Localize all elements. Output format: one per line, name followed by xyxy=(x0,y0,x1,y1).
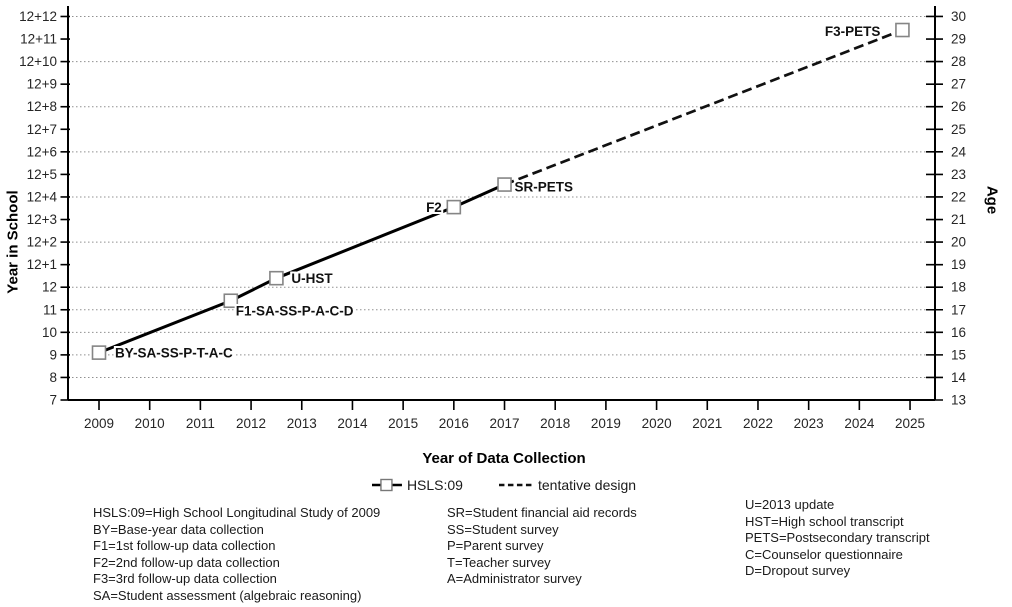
data-point-label: SR-PETS xyxy=(515,180,574,195)
y-left-tick-label: 12+10 xyxy=(19,54,57,69)
y-left-tick-label: 12+1 xyxy=(27,257,57,272)
y-left-tick-label: 12+8 xyxy=(27,99,57,114)
footnote-line: SR=Student financial aid records xyxy=(447,505,637,520)
y-left-tick-label: 10 xyxy=(42,325,57,340)
y-right-tick-label: 16 xyxy=(951,325,966,340)
legend-label-hsls09: HSLS:09 xyxy=(406,477,463,493)
y-right-tick-label: 23 xyxy=(951,167,966,182)
y-left-tick-label: 12+2 xyxy=(27,235,57,250)
y-right-tick-label: 25 xyxy=(951,122,966,137)
tentative-design-line xyxy=(504,28,903,186)
x-tick-label: 2016 xyxy=(439,416,469,431)
x-tick-label: 2018 xyxy=(540,416,570,431)
y-left-tick-label: 12+5 xyxy=(27,167,57,182)
footnote-column-2: SR=Student financial aid records SS=Stud… xyxy=(447,505,637,588)
footnote-column-1: HSLS:09=High School Longitudinal Study o… xyxy=(93,505,380,605)
footnote-line: C=Counselor questionnaire xyxy=(745,546,903,562)
footnote-line: PETS=Postsecondary transcript xyxy=(745,530,930,546)
data-point-marker xyxy=(223,293,239,309)
y-left-tick-label: 12+7 xyxy=(27,122,57,137)
x-tick-label: 2025 xyxy=(895,416,925,431)
footnote-line: F2=2nd follow-up data collection xyxy=(93,554,280,570)
footnote-line: SS=Student survey xyxy=(447,521,559,537)
y-left-tick-label: 8 xyxy=(49,370,57,385)
y-left-tick-label: 9 xyxy=(49,347,57,362)
x-tick-label: 2013 xyxy=(287,416,317,431)
data-point-label: BY-SA-SS-P-T-A-C xyxy=(115,346,233,361)
footnote-line: T=Teacher survey xyxy=(447,554,551,570)
legend-item-tentative-design: tentative design xyxy=(498,477,637,493)
y-right-tick-label: 18 xyxy=(951,280,966,295)
footnote-line: F3=3rd follow-up data collection xyxy=(93,571,277,587)
y-left-tick-label: 12+11 xyxy=(20,32,57,47)
footnote-line: BY=Base-year data collection xyxy=(93,521,264,537)
data-point-marker xyxy=(497,177,512,192)
footnote-line: F1=1st follow-up data collection xyxy=(93,538,276,554)
data-point-marker xyxy=(446,199,462,215)
y-left-tick-label: 12+12 xyxy=(19,9,57,24)
y-right-tick-label: 30 xyxy=(951,9,966,24)
x-tick-label: 2020 xyxy=(642,416,672,431)
footnote-column-3: U=2013 update HST=High school transcript… xyxy=(745,497,930,580)
x-tick-label: 2015 xyxy=(388,416,418,431)
y-left-tick-label: 11 xyxy=(43,302,57,317)
y-right-tick-label: 24 xyxy=(951,144,967,159)
y-axis-title-right: Age xyxy=(983,185,1001,215)
y-right-tick-label: 28 xyxy=(951,54,966,69)
y-right-tick-label: 29 xyxy=(951,32,966,47)
y-right-tick-label: 19 xyxy=(951,257,966,272)
x-axis-title: Year of Data Collection xyxy=(422,450,586,467)
y-right-tick-label: 21 xyxy=(951,212,966,227)
footnote-line: A=Administrator survey xyxy=(447,571,582,587)
x-tick-label: 2021 xyxy=(692,416,722,431)
x-tick-label: 2011 xyxy=(186,416,215,431)
footnote-line: D=Dropout survey xyxy=(745,563,851,579)
y-right-tick-label: 17 xyxy=(951,302,966,317)
x-tick-label: 2014 xyxy=(337,416,368,431)
data-point-marker xyxy=(895,22,910,38)
data-point-marker xyxy=(269,270,284,286)
footnote-line: HSLS:09=High School Longitudinal Study o… xyxy=(93,505,381,520)
footnote-line: HST=High school transcript xyxy=(745,513,904,529)
y-left-tick-label: 12 xyxy=(42,280,57,295)
dashed-line-swatch xyxy=(498,483,533,487)
y-left-tick-label: 12+3 xyxy=(27,212,57,227)
legend-item-hsls09: HSLS:09 xyxy=(371,477,463,493)
y-right-tick-label: 22 xyxy=(951,189,966,204)
y-left-tick-label: 7 xyxy=(49,393,57,408)
y-right-tick-label: 15 xyxy=(951,347,966,362)
data-point-label: F1-SA-SS-P-A-C-D xyxy=(236,304,354,319)
timeline-chart: 12+12 12+11 12+10 12+9 12+8 12+7 12+6 12+5 12+4 1… xyxy=(19,6,967,431)
data-point-label: U-HST xyxy=(291,271,333,286)
x-tick-label: 2009 xyxy=(84,416,114,431)
x-tick-label: 2010 xyxy=(135,416,165,431)
footnote-line: SA=Student assessment (algebraic reasoni… xyxy=(93,587,362,603)
x-tick-label: 2022 xyxy=(743,416,773,431)
footnote-line: U=2013 update xyxy=(745,497,835,512)
x-tick-label: 2017 xyxy=(489,416,519,431)
y-axis-title-left: Year in School xyxy=(4,190,22,294)
x-tick-label: 2024 xyxy=(844,416,875,431)
y-left-tick-label: 12+4 xyxy=(27,189,58,204)
x-tick-label: 2019 xyxy=(591,416,621,431)
data-point-marker xyxy=(91,345,107,360)
hsls09-line xyxy=(98,183,506,355)
y-right-tick-label: 26 xyxy=(951,99,966,114)
y-left-tick-label: 12+6 xyxy=(27,144,57,159)
legend-label-tentative-design: tentative design xyxy=(537,477,637,493)
y-right-tick-label: 20 xyxy=(951,235,966,250)
x-tick-label: 2012 xyxy=(236,416,266,431)
legend: HSLS:09 tentative design xyxy=(371,477,637,493)
data-point-label: F3-PETS xyxy=(825,24,881,39)
data-point-label: F2 xyxy=(426,200,442,215)
y-right-tick-label: 27 xyxy=(951,77,966,92)
y-right-tick-label: 13 xyxy=(951,393,966,408)
footnote-line: P=Parent survey xyxy=(447,538,544,554)
y-left-tick-label: 12+9 xyxy=(27,77,57,92)
y-right-tick-label: 14 xyxy=(951,370,967,385)
solid-line-square-marker-swatch xyxy=(371,478,402,492)
x-tick-label: 2023 xyxy=(794,416,824,431)
